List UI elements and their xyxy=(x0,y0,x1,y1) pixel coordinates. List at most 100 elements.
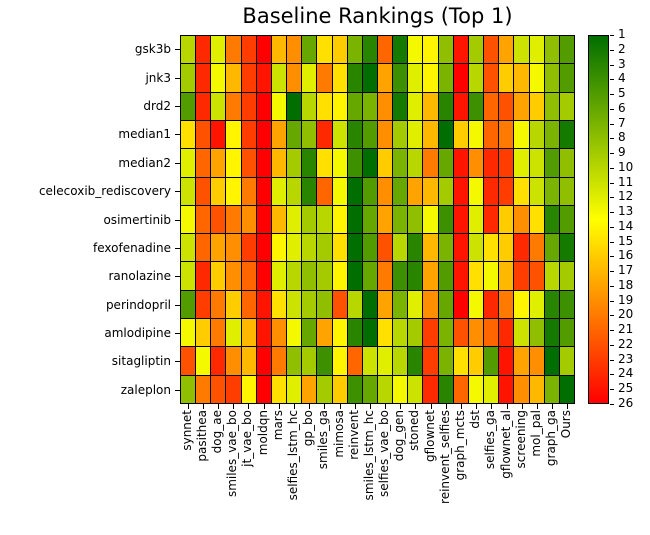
heatmap-cell xyxy=(226,262,241,290)
heatmap-cell xyxy=(559,262,574,290)
colorbar-tick-mark xyxy=(610,168,614,169)
heatmap-cell xyxy=(423,262,438,290)
colorbar-tick-label: 7 xyxy=(618,115,626,130)
heatmap-cell xyxy=(499,234,514,262)
heatmap-cell xyxy=(499,375,514,403)
heatmap-cell xyxy=(559,149,574,177)
heatmap-cell xyxy=(271,347,287,375)
heatmap-cell xyxy=(484,92,499,120)
heatmap-cell xyxy=(544,290,559,319)
colorbar-tick-label: 11 xyxy=(618,174,634,189)
heatmap-cell xyxy=(302,92,317,120)
heatmap-cell xyxy=(332,36,347,64)
heatmap-cell xyxy=(423,149,438,177)
colorbar-tick-mark xyxy=(610,315,614,316)
y-tick-mark xyxy=(175,134,180,135)
heatmap-cell xyxy=(302,36,317,64)
heatmap-cell xyxy=(196,234,211,262)
heatmap-cell xyxy=(211,290,226,319)
colorbar-tick-label: 6 xyxy=(618,100,626,115)
heatmap-cell xyxy=(287,149,302,177)
heatmap-cell xyxy=(377,319,393,347)
heatmap-cell xyxy=(529,120,544,149)
colorbar-tick-label: 10 xyxy=(618,159,634,174)
colorbar-tick-mark xyxy=(610,271,614,272)
heatmap-cell xyxy=(317,177,332,205)
heatmap-cell xyxy=(559,234,574,262)
x-tick-label-dog_gen: dog_gen xyxy=(392,410,407,462)
heatmap-cell xyxy=(438,205,453,234)
heatmap-cell xyxy=(302,347,317,375)
colorbar-tick-label: 19 xyxy=(618,292,634,307)
x-tick-label-selfies_vae_bo: selfies_vae_bo xyxy=(377,410,392,497)
heatmap-cell xyxy=(514,347,529,375)
heatmap-cell xyxy=(408,177,423,205)
heatmap-cell xyxy=(332,375,347,403)
colorbar-tick-label: 21 xyxy=(618,322,634,337)
heatmap-cell xyxy=(423,290,438,319)
heatmap-cell xyxy=(438,64,453,92)
heatmap-cell xyxy=(226,347,241,375)
heatmap-cell xyxy=(271,234,287,262)
heatmap-cell xyxy=(484,375,499,403)
heatmap-cell xyxy=(181,347,196,375)
heatmap-cell xyxy=(287,375,302,403)
heatmap-cell xyxy=(287,347,302,375)
heatmap-cell xyxy=(196,290,211,319)
heatmap-cell xyxy=(211,234,226,262)
heatmap-cell xyxy=(377,36,393,64)
heatmap-cell xyxy=(544,319,559,347)
heatmap-cell xyxy=(181,120,196,149)
heatmap-cell xyxy=(423,375,438,403)
y-tick-label-median2: median2 xyxy=(118,155,171,170)
heatmap-cell xyxy=(529,375,544,403)
heatmap-cell xyxy=(559,347,574,375)
heatmap-cell xyxy=(196,149,211,177)
heatmap-cell xyxy=(377,290,393,319)
heatmap-cell xyxy=(544,262,559,290)
colorbar-tick-label: 14 xyxy=(618,218,634,233)
x-tick-mark xyxy=(537,404,538,409)
heatmap-cell xyxy=(544,177,559,205)
heatmap-cell xyxy=(529,234,544,262)
x-tick-mark xyxy=(188,404,189,409)
y-tick-label-sitagliptin: sitagliptin xyxy=(111,354,171,369)
heatmap-cell xyxy=(287,64,302,92)
heatmap-cell xyxy=(196,375,211,403)
heatmap-cell xyxy=(271,92,287,120)
heatmap-cell xyxy=(196,319,211,347)
heatmap-cell xyxy=(453,234,468,262)
y-tick-label-amlodipine: amlodipine xyxy=(104,326,171,341)
heatmap-cell xyxy=(423,177,438,205)
heatmap-cell xyxy=(256,92,271,120)
x-tick-label-jt_vae_bo: jt_vae_bo xyxy=(240,410,255,467)
x-tick-label-mimosa: mimosa xyxy=(331,410,346,458)
heatmap-cell xyxy=(377,92,393,120)
colorbar-tick-mark xyxy=(610,65,614,66)
colorbar-tick-label: 17 xyxy=(618,263,634,278)
heatmap-cell xyxy=(302,205,317,234)
heatmap-cell xyxy=(287,36,302,64)
colorbar-tick-mark xyxy=(610,286,614,287)
x-tick-mark xyxy=(431,404,432,409)
heatmap-cell xyxy=(226,205,241,234)
heatmap-cell xyxy=(393,290,408,319)
x-tick-label-pasithea: pasithea xyxy=(194,410,209,462)
heatmap-cell xyxy=(332,262,347,290)
colorbar-tick-label: 5 xyxy=(618,86,626,101)
heatmap-cell xyxy=(181,375,196,403)
heatmap-cell xyxy=(484,36,499,64)
heatmap-cell xyxy=(256,290,271,319)
heatmap-cell xyxy=(317,120,332,149)
heatmap-cell xyxy=(544,120,559,149)
colorbar-tick-mark xyxy=(610,109,614,110)
colorbar-tick-label: 13 xyxy=(618,204,634,219)
colorbar-tick-mark xyxy=(610,256,614,257)
heatmap-cell xyxy=(317,262,332,290)
heatmap-cell xyxy=(362,205,377,234)
heatmap-cell xyxy=(226,120,241,149)
heatmap-cell xyxy=(332,120,347,149)
heatmap-cell xyxy=(453,319,468,347)
heatmap-cell xyxy=(499,149,514,177)
x-tick-mark xyxy=(446,404,447,409)
